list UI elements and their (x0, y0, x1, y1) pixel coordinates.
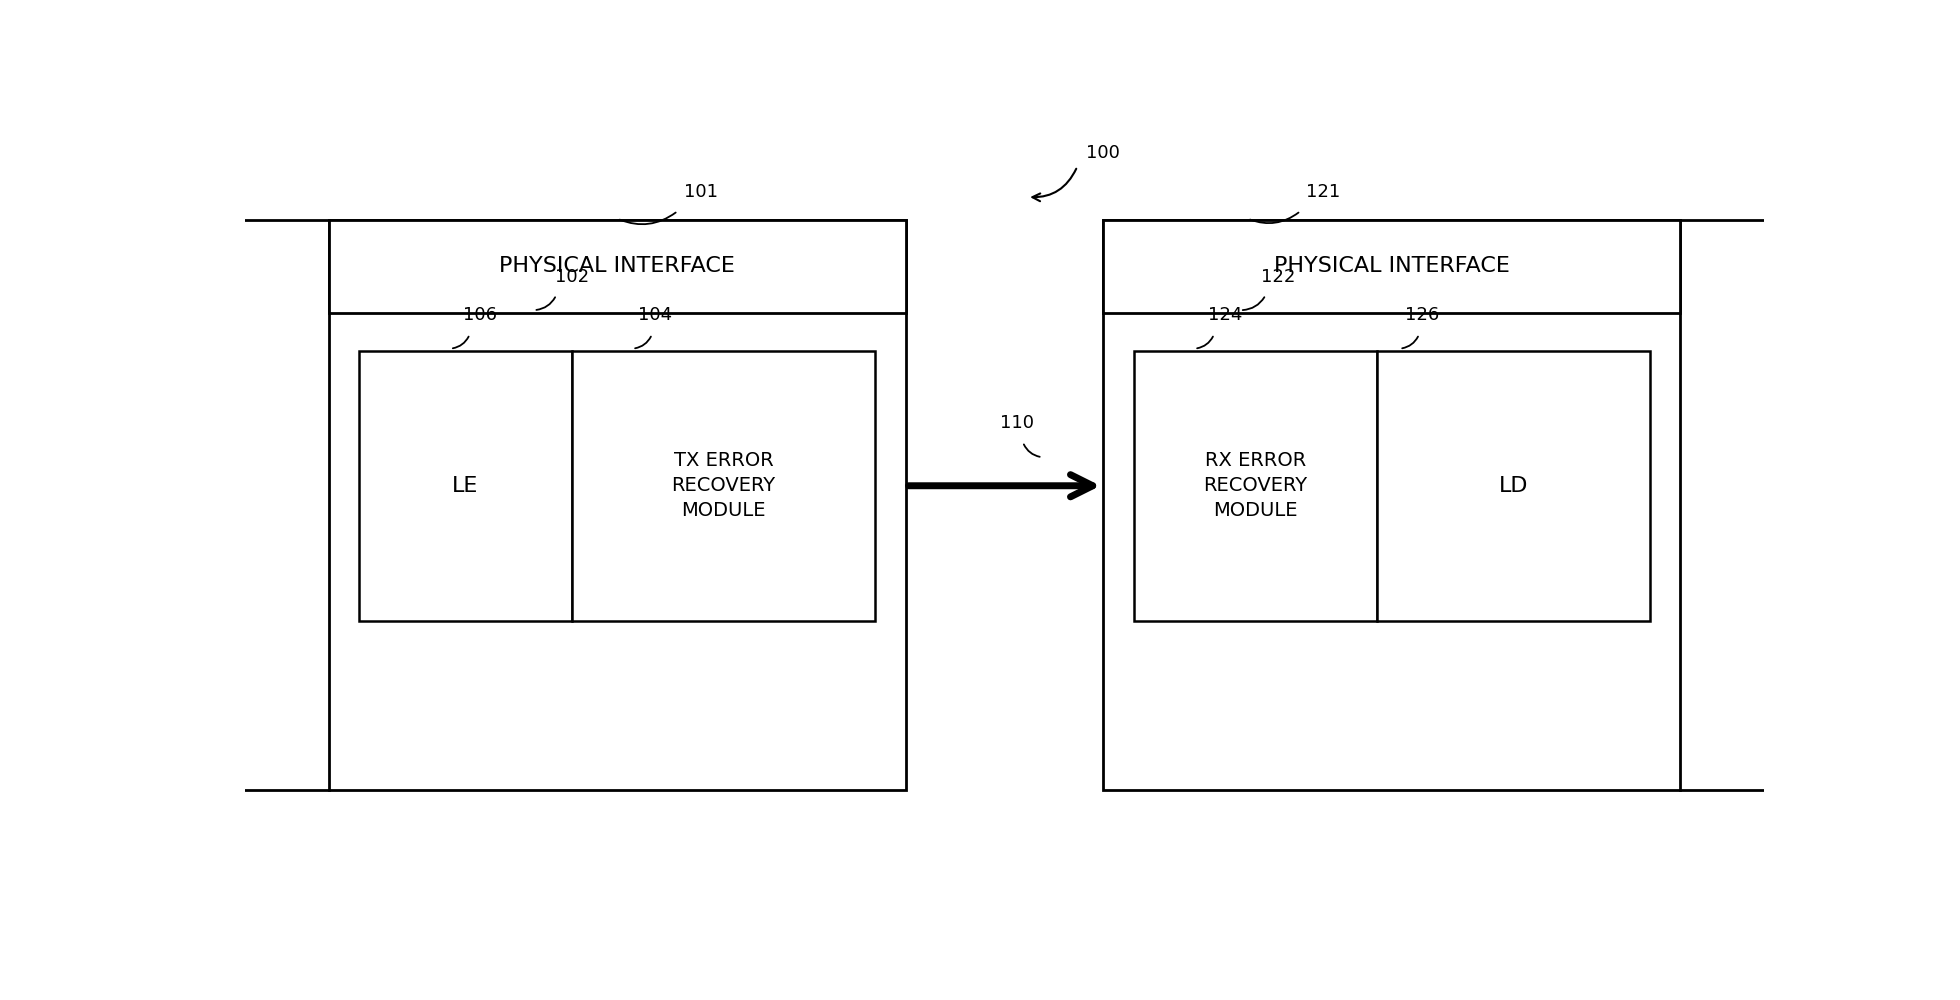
FancyArrowPatch shape (1243, 297, 1264, 310)
Text: LE: LE (453, 476, 478, 496)
Text: 102: 102 (555, 268, 588, 286)
FancyArrowPatch shape (1033, 169, 1076, 201)
Text: 104: 104 (639, 306, 672, 324)
FancyArrowPatch shape (537, 297, 555, 310)
Text: 101: 101 (684, 183, 717, 201)
Bar (1376, 351, 1650, 620)
Text: PHYSICAL INTERFACE: PHYSICAL INTERFACE (1274, 256, 1509, 276)
FancyArrowPatch shape (909, 475, 1092, 497)
Text: 124: 124 (1207, 306, 1243, 324)
FancyArrowPatch shape (1401, 337, 1417, 348)
Bar (1103, 220, 1680, 790)
Text: RX ERROR
RECOVERY
MODULE: RX ERROR RECOVERY MODULE (1203, 451, 1307, 520)
Text: TX ERROR
RECOVERY
MODULE: TX ERROR RECOVERY MODULE (672, 451, 776, 520)
Text: 126: 126 (1405, 306, 1439, 324)
Bar (1133, 351, 1376, 620)
Bar (572, 351, 876, 620)
FancyArrowPatch shape (635, 337, 651, 348)
Bar (359, 351, 572, 620)
FancyArrowPatch shape (1250, 213, 1299, 223)
Text: LD: LD (1499, 476, 1529, 496)
Text: 122: 122 (1260, 268, 1296, 286)
FancyArrowPatch shape (453, 337, 468, 348)
Text: 106: 106 (463, 306, 498, 324)
Text: PHYSICAL INTERFACE: PHYSICAL INTERFACE (500, 256, 735, 276)
Text: 110: 110 (1000, 414, 1033, 432)
FancyArrowPatch shape (619, 213, 676, 224)
Bar (329, 220, 906, 312)
Text: 100: 100 (1086, 144, 1121, 162)
FancyArrowPatch shape (1198, 337, 1213, 348)
Text: 121: 121 (1307, 183, 1341, 201)
Bar (1103, 220, 1680, 312)
Bar (329, 220, 906, 790)
FancyArrowPatch shape (1023, 444, 1039, 457)
